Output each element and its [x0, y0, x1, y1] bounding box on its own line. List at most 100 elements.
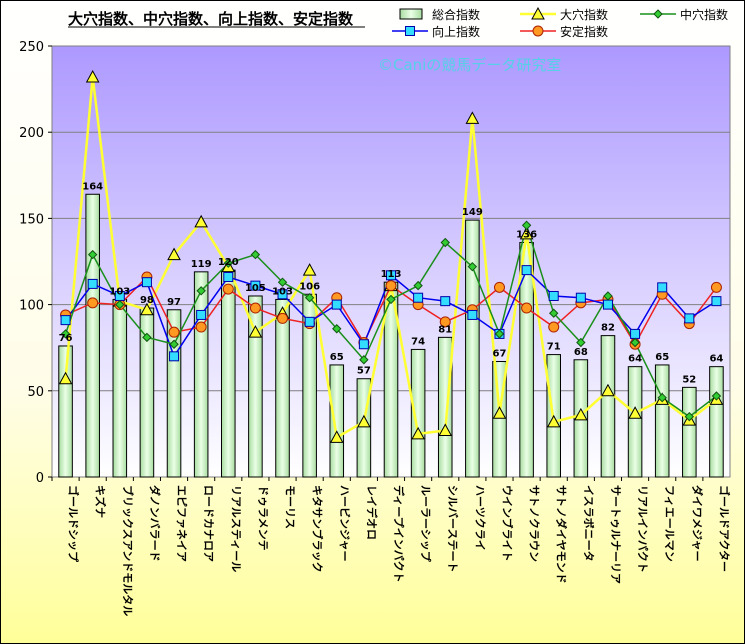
marker-中穴指数-ディープインパクト	[386, 294, 396, 305]
category-label: リアルインパクト	[636, 485, 649, 573]
bar-ロードカナロア	[193, 271, 209, 478]
category-label: ロードカナロア	[202, 485, 215, 562]
marker-中穴指数-フィエールマン	[657, 392, 667, 403]
marker-大穴指数-ロードカナロア	[194, 214, 209, 228]
category-label: サトノクラウン	[528, 485, 541, 562]
marker-向上指数-キタサンブラック	[304, 316, 315, 327]
marker-中穴指数-ルーラーシップ	[413, 280, 423, 291]
marker-大穴指数-サトノダイヤモンド	[546, 414, 561, 428]
marker-向上指数-ゴールドアクター	[711, 296, 722, 307]
marker-向上指数-ダノンバラード	[141, 277, 152, 288]
category-label: サートゥルナーリア	[609, 485, 622, 584]
marker-中穴指数-ダイワメジャー	[684, 411, 695, 422]
y-axis-ticks: 0 50 100 150 200 250	[19, 40, 52, 486]
legend-marker	[405, 26, 415, 36]
bar-フィエールマン	[654, 364, 670, 478]
data-label: 97	[167, 297, 181, 308]
category-label: ルーラーシップ	[419, 485, 433, 563]
marker-向上指数-ドゥラメンテ	[250, 280, 261, 291]
legend-item-総合指数: 総合指数	[399, 7, 480, 22]
data-label: 68	[574, 347, 588, 358]
marker-向上指数-モーリス	[277, 289, 288, 300]
data-label: 76	[59, 333, 73, 344]
category-label: エピファネイア	[175, 485, 188, 562]
marker-向上指数-ダイワメジャー	[684, 313, 695, 324]
marker-中穴指数-ドゥラメンテ	[250, 249, 261, 260]
marker-大穴指数-ハーツクライ	[465, 111, 480, 124]
category-label: シルバーステート	[446, 485, 459, 572]
marker-中穴指数-リアルインパクト	[630, 337, 640, 348]
category-label: キズナ	[94, 485, 108, 518]
marker-向上指数-リアルインパクト	[630, 328, 641, 339]
bar-リアルスティール	[221, 269, 236, 478]
data-label: 136	[516, 230, 537, 241]
marker-向上指数-キズナ	[87, 278, 98, 289]
category-label: モーリス	[284, 485, 297, 529]
category-label: ダノンバラード	[148, 485, 162, 562]
marker-向上指数-ルーラーシップ	[413, 292, 424, 303]
category-label: イスラボニータ	[582, 485, 596, 562]
category-label: ドゥラメンテ	[256, 485, 269, 551]
bar-サトノクラウン	[519, 242, 534, 478]
legend-marker	[532, 25, 544, 37]
legend-item-向上指数: 向上指数	[392, 24, 480, 39]
marker-安定指数-ウインブライト	[493, 281, 505, 293]
marker-向上指数-イスラボニータ	[575, 292, 586, 303]
data-label: 119	[191, 259, 212, 270]
marker-中穴指数-ゴールドシップ	[60, 329, 71, 339]
marker-向上指数-リアルスティール	[223, 272, 234, 283]
data-label: 74	[411, 336, 425, 347]
legend-item-安定指数: 安定指数	[520, 24, 608, 39]
marker-中穴指数-ダノンバラード	[142, 332, 152, 343]
marker-中穴指数-ロードカナロア	[196, 286, 206, 296]
data-label: 57	[357, 366, 371, 377]
marker-中穴指数-リアルスティール	[223, 258, 233, 268]
marker-安定指数-シルバーステート	[439, 316, 451, 328]
bar-layer	[58, 193, 724, 478]
category-label: ゴールドシップ	[67, 485, 81, 563]
marker-中穴指数-ウインブライト	[494, 329, 505, 339]
marker-安定指数-モーリス	[277, 312, 289, 324]
marker-中穴指数-サトノクラウン	[521, 220, 532, 231]
marker-大穴指数-サートゥルナーリア	[601, 383, 615, 397]
marker-中穴指数-ハービンジャー	[332, 324, 342, 334]
marker-大穴指数-ウインブライト	[492, 406, 507, 419]
category-label: ブリックスアンドモルタル	[121, 485, 135, 616]
data-label: 64	[628, 354, 642, 365]
marker-向上指数-シルバーステート	[440, 296, 451, 307]
marker-中穴指数-レイデオロ	[359, 355, 369, 365]
data-label: 164	[82, 181, 103, 192]
legend-item-大穴指数: 大穴指数	[520, 6, 608, 22]
marker-向上指数-ディープインパクト	[386, 270, 396, 281]
marker-中穴指数-シルバーステート	[440, 237, 450, 248]
bar-ハービンジャー	[329, 364, 345, 478]
data-label: 106	[299, 281, 320, 292]
marker-中穴指数-ハーツクライ	[467, 261, 478, 272]
marker-大穴指数-ドゥラメンテ	[248, 325, 263, 338]
marker-大穴指数-ダノンバラード	[140, 302, 154, 316]
marker-中穴指数-イスラボニータ	[576, 337, 586, 348]
marker-大穴指数-キズナ	[85, 69, 100, 83]
category-label: リアルスティール	[229, 485, 242, 572]
data-label: 52	[682, 374, 696, 385]
y-tick-label: 250	[19, 40, 44, 55]
marker-大穴指数-キタサンブラック	[302, 263, 317, 276]
legend-marker	[653, 9, 663, 19]
bar-ゴールドアクター	[709, 366, 724, 478]
marker-向上指数-ゴールドシップ	[60, 315, 71, 326]
marker-大穴指数-レイデオロ	[357, 414, 371, 428]
data-label: 103	[109, 286, 130, 297]
bar-ダイワメジャー	[682, 386, 697, 478]
marker-大穴指数-シルバーステート	[438, 423, 453, 436]
data-label-layer: 76 164 103 98 97 119 120 105 103 106 65 57 113 74 81 14…	[59, 181, 724, 385]
x-axis-categories: ゴールドシップ キズナ ブリックスアンドモルタル ダノンバラード エピファネイア ロードカ…	[51, 477, 731, 616]
bar-リアルインパクト	[627, 366, 643, 478]
category-label: ディープインパクト	[392, 485, 406, 583]
legend-item-中穴指数: 中穴指数	[640, 7, 728, 22]
data-label: 65	[330, 352, 344, 363]
watermark: ©Caniの競馬データ研究室	[378, 56, 561, 74]
legend-label: 大穴指数	[560, 7, 608, 22]
bar-シルバーステート	[437, 336, 453, 478]
